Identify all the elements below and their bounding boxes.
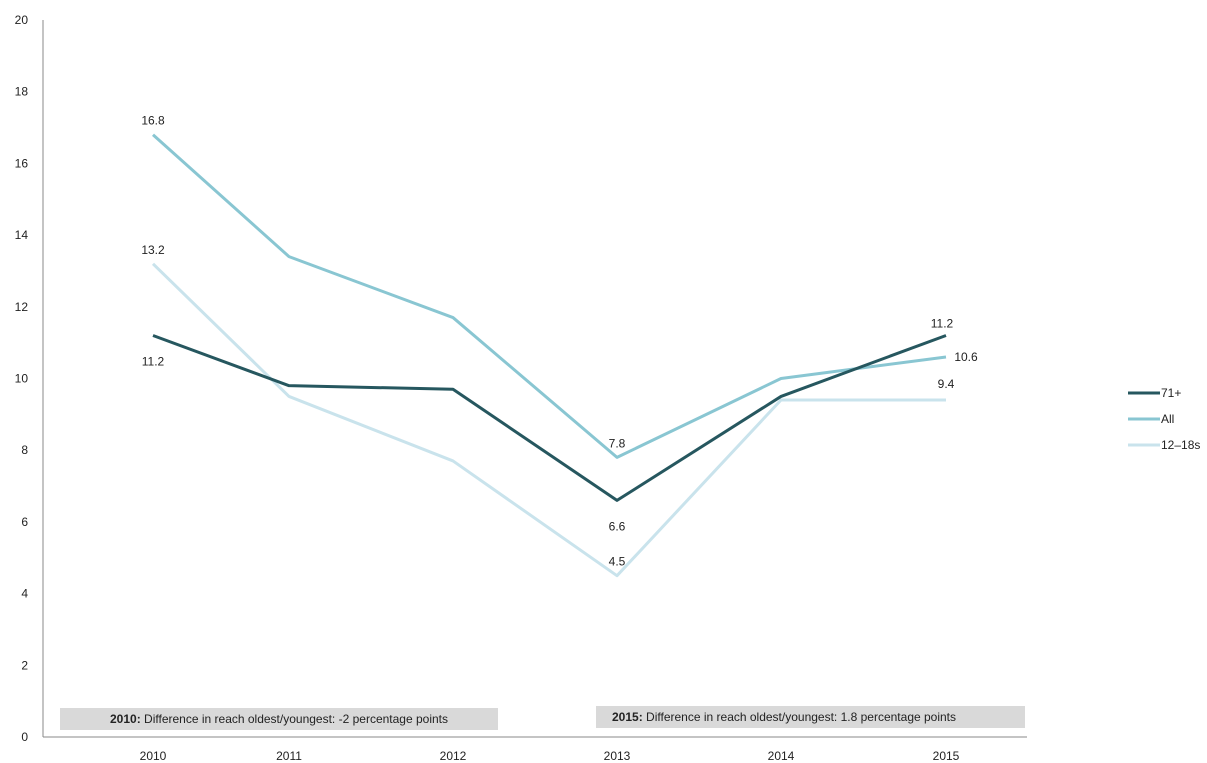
x-tick-label: 2011 [276, 749, 302, 763]
data-label: 6.6 [609, 519, 626, 533]
legend: 71+ All 12–18s [1128, 386, 1200, 452]
annotation-2015-text: Difference in reach oldest/youngest: 1.8… [642, 710, 957, 724]
annotation-2010: 2010: Difference in reach oldest/younges… [60, 708, 498, 730]
y-tick-label: 8 [21, 443, 28, 457]
y-tick-label: 6 [21, 515, 28, 529]
data-labels: 16.8 13.2 11.2 7.8 6.6 4.5 11.2 10.6 9.4 [141, 114, 978, 569]
y-tick-label: 12 [15, 300, 29, 314]
data-label: 7.8 [609, 436, 626, 450]
x-tick-label: 2013 [604, 749, 631, 763]
x-tick-label: 2012 [440, 749, 467, 763]
y-tick-label: 0 [21, 730, 28, 744]
data-label: 13.2 [141, 243, 165, 257]
series-line-All [151, 133, 947, 459]
y-tick-label: 2 [21, 658, 28, 672]
data-label: 11.2 [142, 354, 165, 368]
legend-label: All [1161, 412, 1174, 426]
x-tick-label: 2015 [933, 749, 960, 763]
annotation-2015-year: 2015: [612, 710, 643, 724]
y-axis-ticks: 0 2 4 6 8 10 12 14 16 18 20 [15, 13, 29, 744]
series-line-12–18s [151, 262, 946, 578]
y-tick-label: 14 [15, 228, 29, 242]
legend-label: 12–18s [1161, 438, 1200, 452]
data-label: 11.2 [931, 316, 954, 330]
annotation-2015: 2015: Difference in reach oldest/younges… [596, 706, 1025, 728]
legend-label: 71+ [1161, 386, 1181, 400]
data-label: 4.5 [609, 555, 626, 569]
y-tick-label: 4 [21, 587, 28, 601]
y-tick-label: 20 [15, 13, 29, 27]
y-tick-label: 16 [15, 156, 29, 170]
x-tick-label: 2010 [140, 749, 167, 763]
data-label: 10.6 [954, 350, 978, 364]
x-tick-label: 2014 [768, 749, 795, 763]
x-axis-ticks: 2010 2011 2012 2013 2014 2015 [140, 749, 960, 763]
annotation-2010-text: Difference in reach oldest/youngest: -2 … [140, 712, 449, 726]
series-line-71+ [152, 334, 947, 502]
annotation-2010-year: 2010: [110, 712, 141, 726]
series-lines [151, 133, 947, 578]
data-label: 9.4 [938, 377, 955, 391]
y-tick-label: 18 [15, 85, 29, 99]
data-label: 16.8 [141, 114, 165, 128]
y-tick-label: 10 [15, 372, 29, 386]
